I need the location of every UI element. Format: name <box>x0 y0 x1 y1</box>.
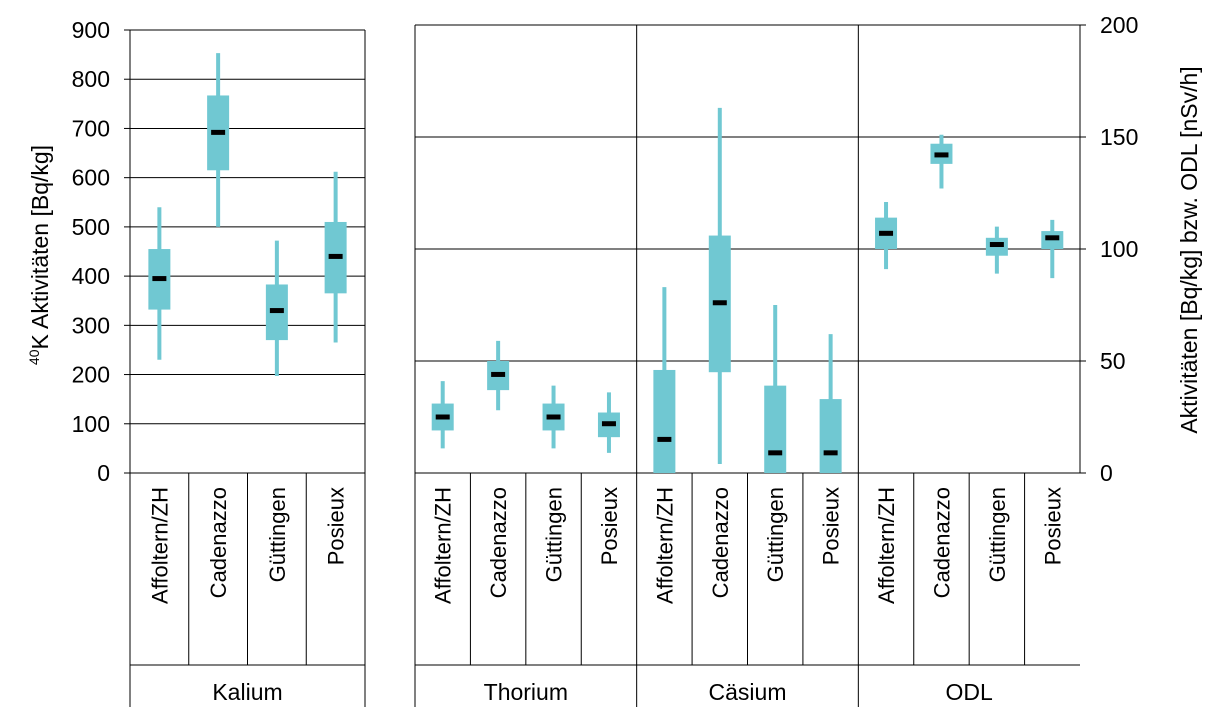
box-body <box>653 369 676 473</box>
y-axis-label-right: Aktivitäten [Bq/kg] bzw. ODL [nSv/h] <box>1176 66 1202 433</box>
group-label: Cäsium <box>709 679 787 705</box>
category-label: Cadenazzo <box>708 487 733 598</box>
category-label: Affoltern/ZH <box>874 487 899 604</box>
box-1-2 <box>764 305 787 473</box>
y-tick-label: 100 <box>1100 236 1138 262</box>
group-label: Kalium <box>212 679 282 705</box>
group-label: ODL <box>946 679 994 705</box>
category-label: Güttingen <box>265 487 290 582</box>
category-label: Affoltern/ZH <box>147 487 172 604</box>
box-0-0 <box>431 381 454 449</box>
y-tick-label: 800 <box>72 66 110 92</box>
category-label: Cadenazzo <box>206 487 231 598</box>
box-1 <box>207 53 230 227</box>
category-label: Güttingen <box>985 487 1010 582</box>
category-label: Güttingen <box>542 487 567 582</box>
box-body <box>764 385 787 473</box>
box-0 <box>148 207 171 360</box>
category-label: Affoltern/ZH <box>652 487 677 604</box>
box-0-3 <box>597 392 620 453</box>
y-tick-label: 0 <box>97 460 110 486</box>
y-tick-label: 700 <box>72 115 110 141</box>
y-tick-label: 400 <box>72 263 110 289</box>
box-2 <box>265 240 288 377</box>
category-label: Posieux <box>1040 487 1065 565</box>
box-2-1 <box>930 134 953 189</box>
y-axis-label-superscript: 40 <box>26 349 42 365</box>
y-tick-label: 0 <box>1100 460 1113 486</box>
box-1-3 <box>819 334 842 473</box>
box-2-0 <box>875 201 898 270</box>
y-tick-label: 200 <box>72 362 110 388</box>
category-label: Posieux <box>324 487 349 565</box>
y-axis-label-text: K Aktivitäten [Bq/kg] <box>27 145 53 350</box>
box-body <box>819 399 842 473</box>
y-tick-label: 600 <box>72 165 110 191</box>
y-tick-label: 900 <box>72 17 110 43</box>
category-label: Güttingen <box>763 487 788 582</box>
category-label: Affoltern/ZH <box>431 487 456 604</box>
y-tick-label: 300 <box>72 312 110 338</box>
y-tick-label: 200 <box>1100 12 1138 38</box>
y-tick-label: 150 <box>1100 124 1138 150</box>
category-label: Posieux <box>819 487 844 565</box>
box-0-1 <box>487 340 510 411</box>
box-0-2 <box>542 385 565 449</box>
category-label: Cadenazzo <box>929 487 954 598</box>
y-tick-label: 50 <box>1100 348 1126 374</box>
group-label: Thorium <box>484 679 568 705</box>
y-tick-label: 100 <box>72 411 110 437</box>
box-2-2 <box>985 226 1008 274</box>
y-tick-label: 500 <box>72 214 110 240</box>
box-2-3 <box>1041 219 1064 279</box>
box-1-1 <box>708 107 731 465</box>
box-1-0 <box>653 287 676 473</box>
y-axis-label: 40K Aktivitäten [Bq/kg] <box>26 145 53 365</box>
category-label: Posieux <box>597 487 622 565</box>
box-3 <box>324 171 347 343</box>
category-label: Cadenazzo <box>486 487 511 598</box>
